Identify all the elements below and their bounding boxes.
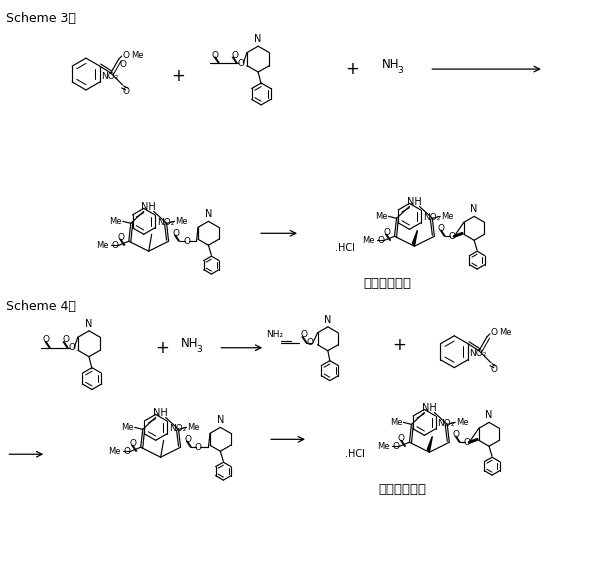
Text: Scheme 4：: Scheme 4： xyxy=(6,300,76,313)
Text: +: + xyxy=(345,60,359,78)
Text: N: N xyxy=(470,204,478,214)
Text: O: O xyxy=(449,232,455,241)
Text: N: N xyxy=(205,209,212,219)
Text: O: O xyxy=(68,343,76,352)
Text: Me: Me xyxy=(122,423,134,432)
Text: NO₂: NO₂ xyxy=(101,71,118,81)
Text: +: + xyxy=(172,67,185,85)
Text: O: O xyxy=(212,51,219,60)
Text: O: O xyxy=(491,328,498,338)
Text: Me: Me xyxy=(96,240,109,250)
Text: Me: Me xyxy=(188,423,200,432)
Text: 3: 3 xyxy=(196,345,202,355)
Text: .HCl: .HCl xyxy=(345,449,365,459)
Text: Me: Me xyxy=(362,236,375,245)
Text: NH: NH xyxy=(142,202,156,212)
Text: NH: NH xyxy=(153,408,168,418)
Text: 3: 3 xyxy=(398,66,403,74)
Text: O: O xyxy=(438,224,445,233)
Text: O: O xyxy=(183,237,190,246)
Text: NH: NH xyxy=(382,57,399,71)
Text: O: O xyxy=(453,430,460,439)
Text: Me: Me xyxy=(377,442,389,451)
Text: Me: Me xyxy=(109,217,122,226)
Text: NH₂: NH₂ xyxy=(267,331,284,339)
Text: .HCl: .HCl xyxy=(335,243,355,253)
Text: 盐酸贝尼地平: 盐酸贝尼地平 xyxy=(379,483,427,495)
Text: O: O xyxy=(123,447,130,456)
Text: NH: NH xyxy=(407,197,422,208)
Text: O: O xyxy=(129,439,136,448)
Text: O: O xyxy=(392,442,399,451)
Text: NO₂: NO₂ xyxy=(438,419,455,428)
Text: Me: Me xyxy=(130,51,143,60)
Text: O: O xyxy=(195,443,202,452)
Text: O: O xyxy=(117,233,124,242)
Text: O: O xyxy=(377,236,384,245)
Text: Me: Me xyxy=(499,328,512,338)
Text: O: O xyxy=(306,338,313,347)
Text: Me: Me xyxy=(375,212,388,221)
Text: O: O xyxy=(300,331,307,339)
Text: O: O xyxy=(490,365,497,374)
Text: O: O xyxy=(123,51,130,60)
Text: O: O xyxy=(119,60,126,68)
Text: O: O xyxy=(398,434,405,443)
Text: N: N xyxy=(217,415,224,425)
Text: O: O xyxy=(172,229,179,238)
Text: Me: Me xyxy=(109,447,121,456)
Text: N: N xyxy=(486,411,493,421)
Text: Me: Me xyxy=(441,212,454,221)
Text: Scheme 3：: Scheme 3： xyxy=(6,12,76,25)
Text: NH: NH xyxy=(422,404,437,414)
Text: O: O xyxy=(112,240,119,250)
Text: NO₂: NO₂ xyxy=(469,349,486,358)
Text: NO₂: NO₂ xyxy=(422,214,440,222)
Polygon shape xyxy=(427,436,432,452)
Text: N: N xyxy=(254,34,262,44)
Text: +: + xyxy=(156,339,169,357)
Text: O: O xyxy=(42,335,50,345)
Text: O: O xyxy=(383,228,390,237)
Text: N: N xyxy=(86,319,93,329)
Text: O: O xyxy=(63,335,70,345)
Text: +: + xyxy=(392,336,407,354)
Text: NH: NH xyxy=(181,338,198,350)
Text: N: N xyxy=(324,315,332,325)
Text: O: O xyxy=(464,438,471,447)
Text: O: O xyxy=(238,58,245,68)
Polygon shape xyxy=(412,230,417,246)
Text: O: O xyxy=(232,51,239,60)
Text: NO₂: NO₂ xyxy=(157,218,174,228)
Text: O: O xyxy=(122,87,129,97)
Text: NO₂: NO₂ xyxy=(169,424,186,433)
Text: 盐酸贝尼地平: 盐酸贝尼地平 xyxy=(363,277,412,290)
Text: O: O xyxy=(184,435,191,444)
Text: Me: Me xyxy=(456,418,468,427)
Text: Me: Me xyxy=(390,418,402,427)
Text: Me: Me xyxy=(176,217,188,226)
